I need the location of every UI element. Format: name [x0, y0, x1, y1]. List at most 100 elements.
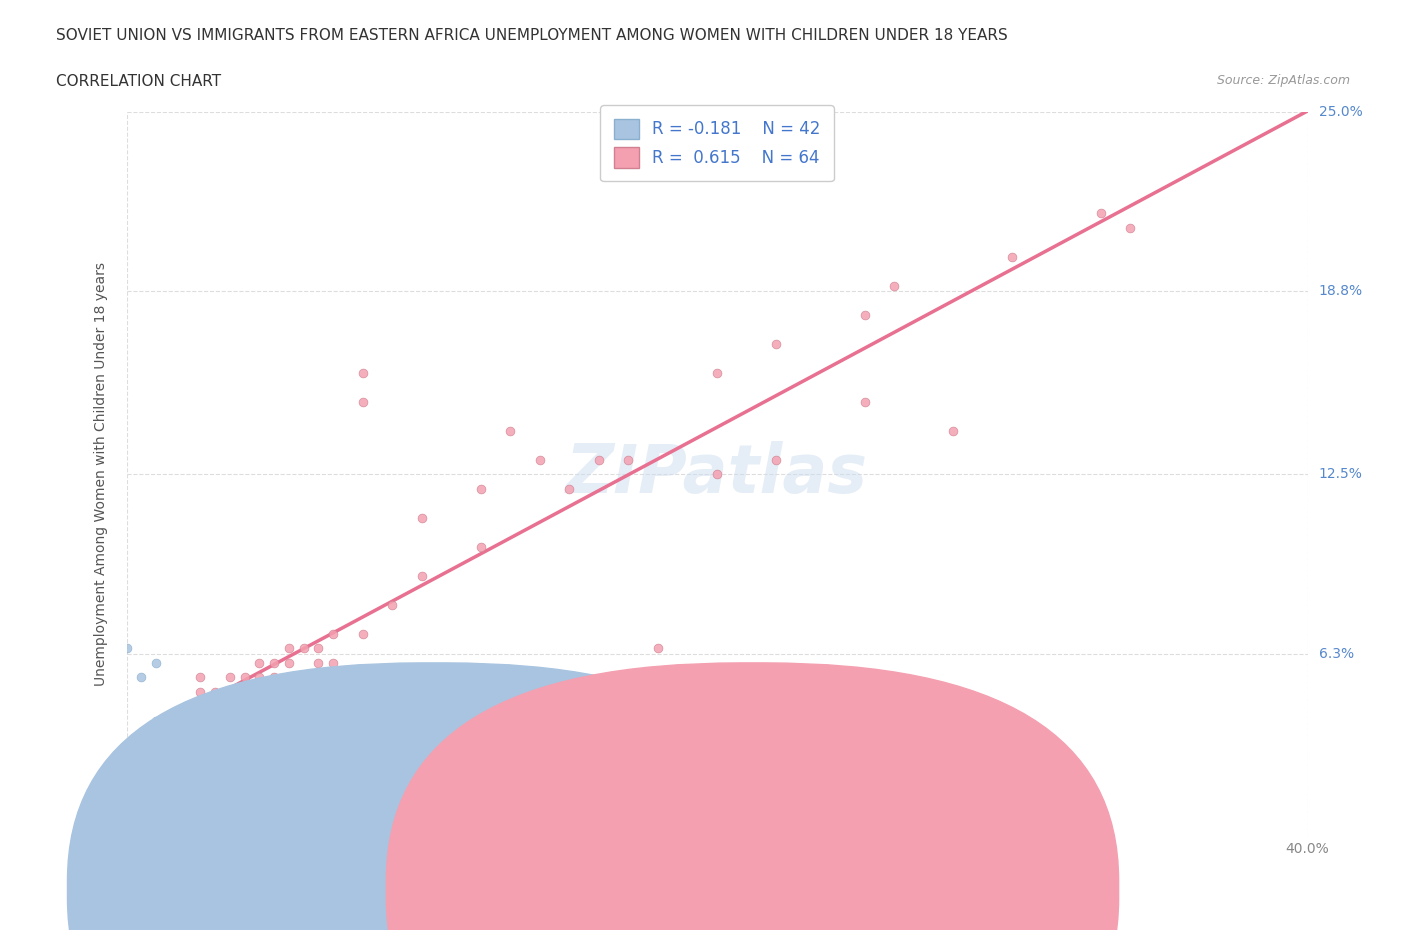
Point [219, 713, 242, 728]
Point [352, 394, 374, 409]
Point [278, 684, 301, 699]
Point [204, 742, 226, 757]
Point [411, 568, 433, 583]
Point [204, 757, 226, 772]
Legend: R = -0.181    N = 42, R =  0.615    N = 64: R = -0.181 N = 42, R = 0.615 N = 64 [600, 105, 834, 181]
Point [159, 742, 183, 757]
Point [278, 641, 301, 656]
Point [247, 772, 270, 787]
Point [307, 772, 329, 787]
Point [263, 656, 285, 671]
Point [204, 742, 226, 757]
Point [233, 772, 256, 787]
Point [219, 699, 242, 714]
Point [470, 482, 492, 497]
Point [853, 307, 876, 322]
Point [145, 713, 167, 728]
Point [219, 772, 242, 787]
Point [145, 786, 167, 801]
Text: 25.0%: 25.0% [1319, 104, 1362, 119]
Point [322, 656, 344, 671]
Point [233, 757, 256, 772]
Point [174, 699, 197, 714]
Point [647, 641, 669, 656]
Point [765, 452, 787, 467]
Point [588, 452, 610, 467]
Point [174, 757, 197, 772]
Point [352, 365, 374, 380]
Point [174, 728, 197, 743]
Point [159, 713, 183, 728]
Point [307, 641, 329, 656]
Text: ZIPatlas: ZIPatlas [567, 442, 868, 507]
Point [145, 772, 167, 787]
Point [174, 772, 197, 787]
Text: Immigrants from Eastern Africa: Immigrants from Eastern Africa [775, 876, 1014, 891]
Point [278, 772, 301, 787]
Point [322, 627, 344, 642]
Point [115, 772, 138, 787]
Point [233, 670, 256, 684]
Point [159, 728, 183, 743]
Point [159, 757, 183, 772]
Point [188, 713, 211, 728]
Point [278, 656, 301, 671]
Point [129, 742, 153, 757]
Point [174, 742, 197, 757]
Point [883, 278, 905, 293]
Point [145, 656, 167, 671]
Point [1119, 220, 1142, 235]
Text: 12.5%: 12.5% [1319, 467, 1362, 482]
Text: CORRELATION CHART: CORRELATION CHART [56, 74, 221, 89]
Point [174, 713, 197, 728]
Point [159, 742, 183, 757]
Point [188, 684, 211, 699]
Text: SOVIET UNION VS IMMIGRANTS FROM EASTERN AFRICA UNEMPLOYMENT AMONG WOMEN WITH CHI: SOVIET UNION VS IMMIGRANTS FROM EASTERN … [56, 28, 1008, 43]
Point [247, 684, 270, 699]
Point [352, 757, 374, 772]
Point [529, 452, 551, 467]
Point [188, 699, 211, 714]
Point [188, 757, 211, 772]
Point [706, 365, 728, 380]
Point [129, 670, 153, 684]
Point [204, 713, 226, 728]
Point [352, 627, 374, 642]
Point [233, 713, 256, 728]
Point [765, 337, 787, 352]
Point [381, 597, 404, 612]
Point [558, 482, 581, 497]
Point [263, 772, 285, 787]
Point [204, 699, 226, 714]
Y-axis label: Unemployment Among Women with Children Under 18 years: Unemployment Among Women with Children U… [94, 262, 108, 686]
Point [247, 670, 270, 684]
Point [219, 757, 242, 772]
Point [499, 423, 522, 438]
Point [853, 394, 876, 409]
Point [247, 757, 270, 772]
Point [115, 742, 138, 757]
Text: Soviet Union: Soviet Union [492, 876, 588, 891]
Point [307, 656, 329, 671]
Point [263, 684, 285, 699]
Point [292, 641, 315, 656]
Point [470, 539, 492, 554]
Point [219, 684, 242, 699]
Point [247, 656, 270, 671]
Point [263, 757, 285, 772]
Point [174, 742, 197, 757]
Point [129, 757, 153, 772]
Point [322, 757, 344, 772]
Point [942, 423, 965, 438]
Point [219, 670, 242, 684]
Point [204, 684, 226, 699]
Point [292, 757, 315, 772]
Point [706, 467, 728, 482]
Point [129, 786, 153, 801]
Point [188, 772, 211, 787]
Point [337, 772, 360, 787]
Point [145, 772, 167, 787]
Text: 6.3%: 6.3% [1319, 647, 1354, 661]
Point [145, 757, 167, 772]
Point [1090, 206, 1112, 220]
